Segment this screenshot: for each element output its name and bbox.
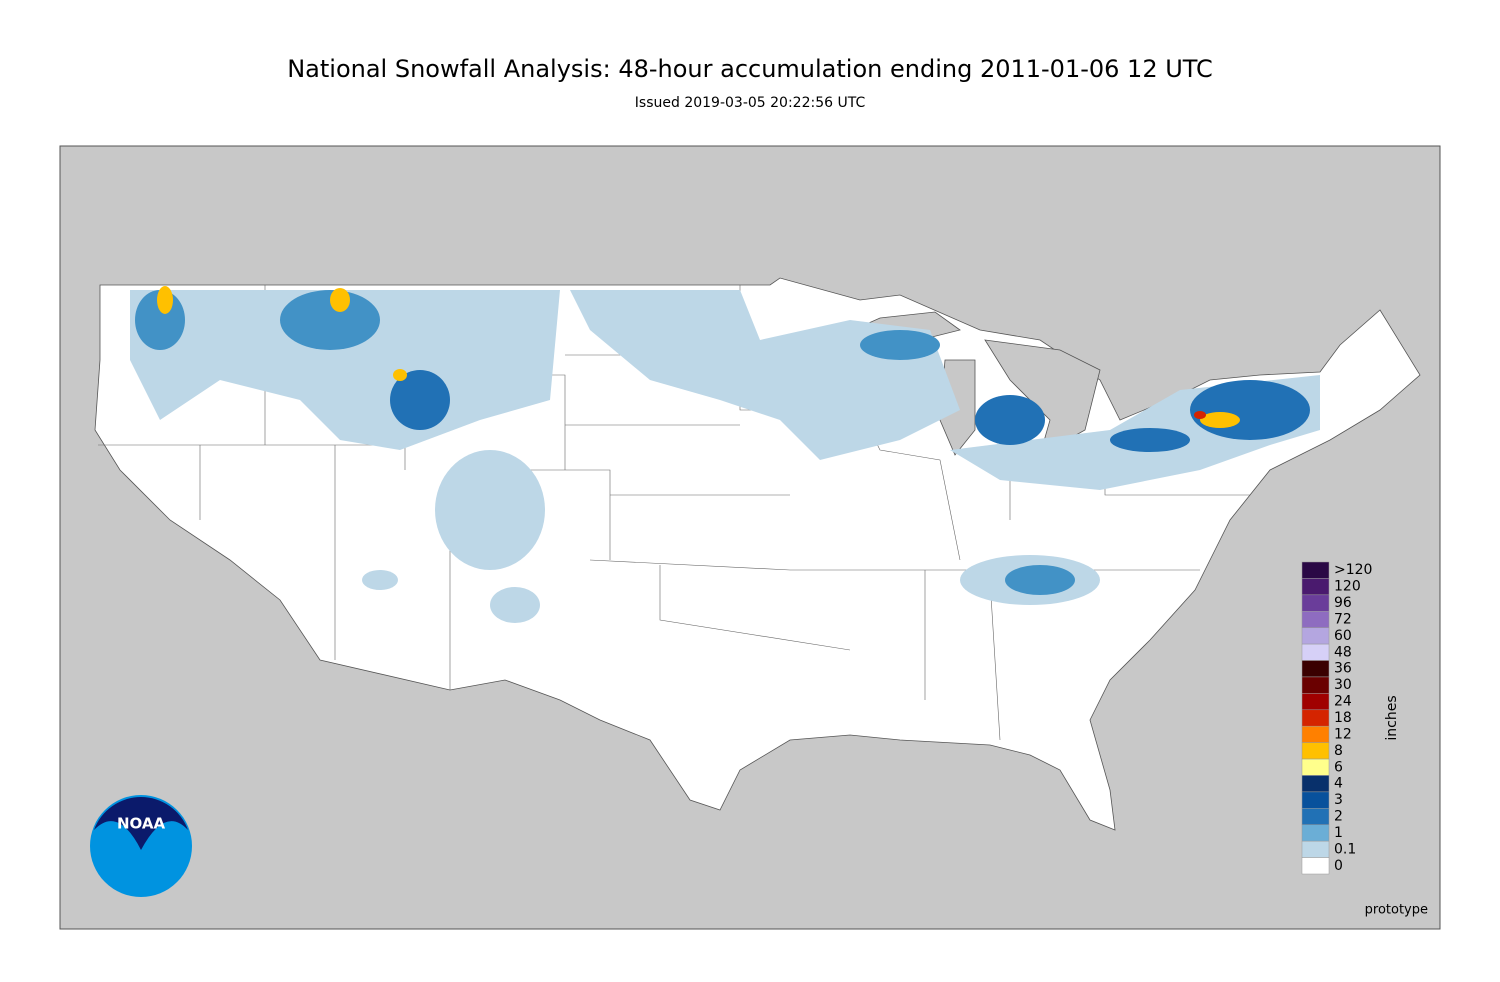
- legend-swatch: [1301, 611, 1330, 628]
- legend-label: 12: [1334, 726, 1352, 742]
- prototype-note: prototype: [1365, 903, 1428, 918]
- legend-label: 2: [1334, 809, 1343, 825]
- legend-swatch: [1301, 578, 1330, 596]
- legend-swatch: [1301, 758, 1330, 776]
- legend-label: 4: [1334, 776, 1343, 792]
- legend-swatch: [1301, 725, 1330, 743]
- legend-swatch: [1301, 561, 1330, 579]
- legend-label: 36: [1334, 661, 1352, 677]
- legend-swatch: [1301, 808, 1330, 825]
- legend-label: >120: [1334, 562, 1372, 578]
- noaa-logo: NOAA: [90, 795, 192, 897]
- legend-label: 0.1: [1334, 841, 1356, 857]
- legend-swatch: [1301, 594, 1330, 612]
- legend-label: 6: [1334, 759, 1343, 775]
- legend-label: 30: [1334, 677, 1352, 693]
- legend-label: 24: [1334, 694, 1352, 710]
- legend-swatch: [1301, 775, 1330, 793]
- legend-swatch: [1301, 660, 1330, 678]
- legend-label: 1: [1334, 825, 1343, 841]
- legend-swatch: [1301, 643, 1330, 661]
- logo-text: NOAA: [117, 815, 166, 833]
- subtitle: Issued 2019-03-05 20:22:56 UTC: [635, 95, 866, 111]
- legend-swatch: [1301, 676, 1330, 694]
- legend-label: 18: [1334, 710, 1352, 726]
- legend-swatch: [1301, 742, 1330, 760]
- legend-swatch: [1301, 791, 1330, 809]
- legend-swatch: [1301, 627, 1330, 645]
- legend-unit: inches: [1384, 695, 1400, 740]
- legend-label: 120: [1334, 579, 1361, 595]
- legend-swatch: [1301, 824, 1330, 842]
- title: National Snowfall Analysis: 48-hour accu…: [287, 55, 1213, 83]
- legend-label: 0: [1334, 858, 1343, 874]
- legend-swatch: [1301, 857, 1330, 875]
- legend-label: 48: [1334, 644, 1352, 660]
- legend-swatch: [1301, 709, 1330, 727]
- legend-label: 96: [1334, 595, 1352, 611]
- legend-label: 60: [1334, 628, 1352, 644]
- legend-label: 8: [1334, 743, 1343, 759]
- legend-label: 72: [1334, 611, 1352, 627]
- legend-label: 3: [1334, 792, 1343, 808]
- legend-swatch: [1301, 693, 1330, 711]
- legend-swatch: [1301, 840, 1330, 858]
- snow-shading: [130, 286, 1320, 623]
